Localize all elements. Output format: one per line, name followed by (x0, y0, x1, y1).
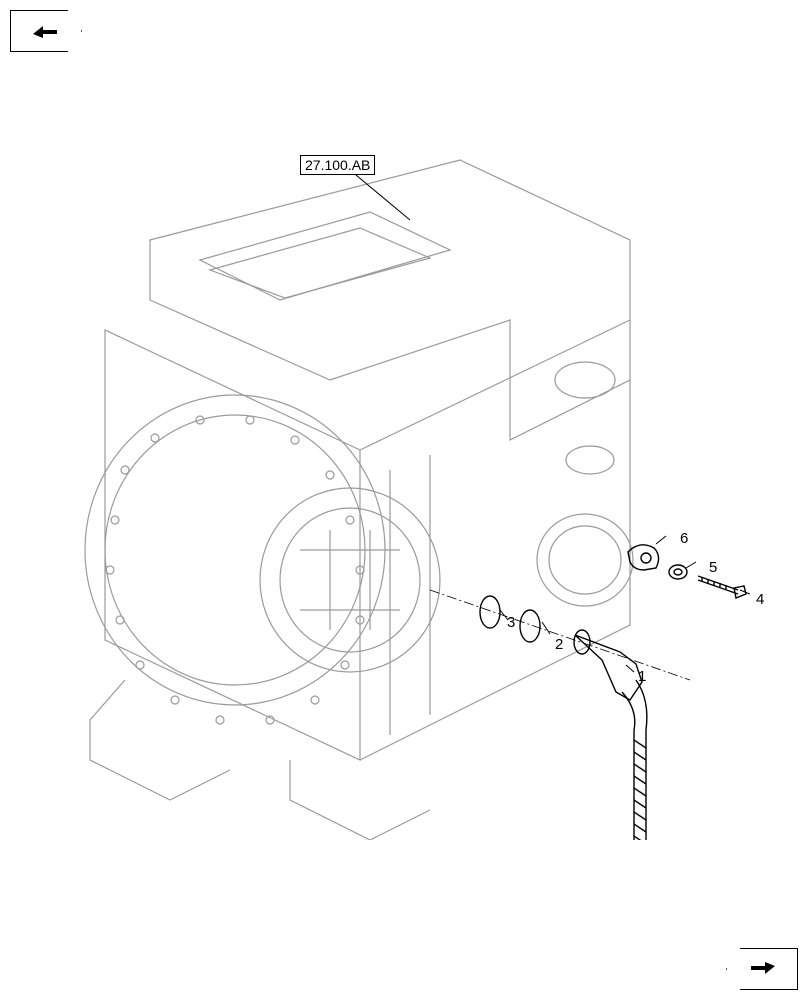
bolt (698, 576, 746, 598)
callout-6: 6 (680, 530, 688, 547)
callout-1: 1 (638, 668, 646, 685)
return-arrow-glyph (29, 20, 63, 42)
forward-arrow-icon[interactable] (726, 948, 798, 990)
forward-arrow-glyph (745, 958, 779, 980)
assembly-reference-box: 27.100.AB (300, 155, 375, 175)
ref-leader (350, 170, 410, 220)
parts-diagram (30, 120, 750, 840)
o-ring-2 (520, 610, 540, 642)
callout-2: 2 (555, 636, 563, 653)
callout-5: 5 (709, 559, 717, 576)
callout-4: 4 (756, 591, 764, 608)
callout-3: 3 (507, 614, 515, 631)
washer (669, 565, 687, 579)
assembly-axis (430, 590, 690, 680)
o-ring-3 (480, 596, 500, 628)
housing-outline (85, 160, 633, 840)
hose-assembly (574, 630, 650, 840)
return-arrow-icon[interactable] (10, 10, 82, 52)
